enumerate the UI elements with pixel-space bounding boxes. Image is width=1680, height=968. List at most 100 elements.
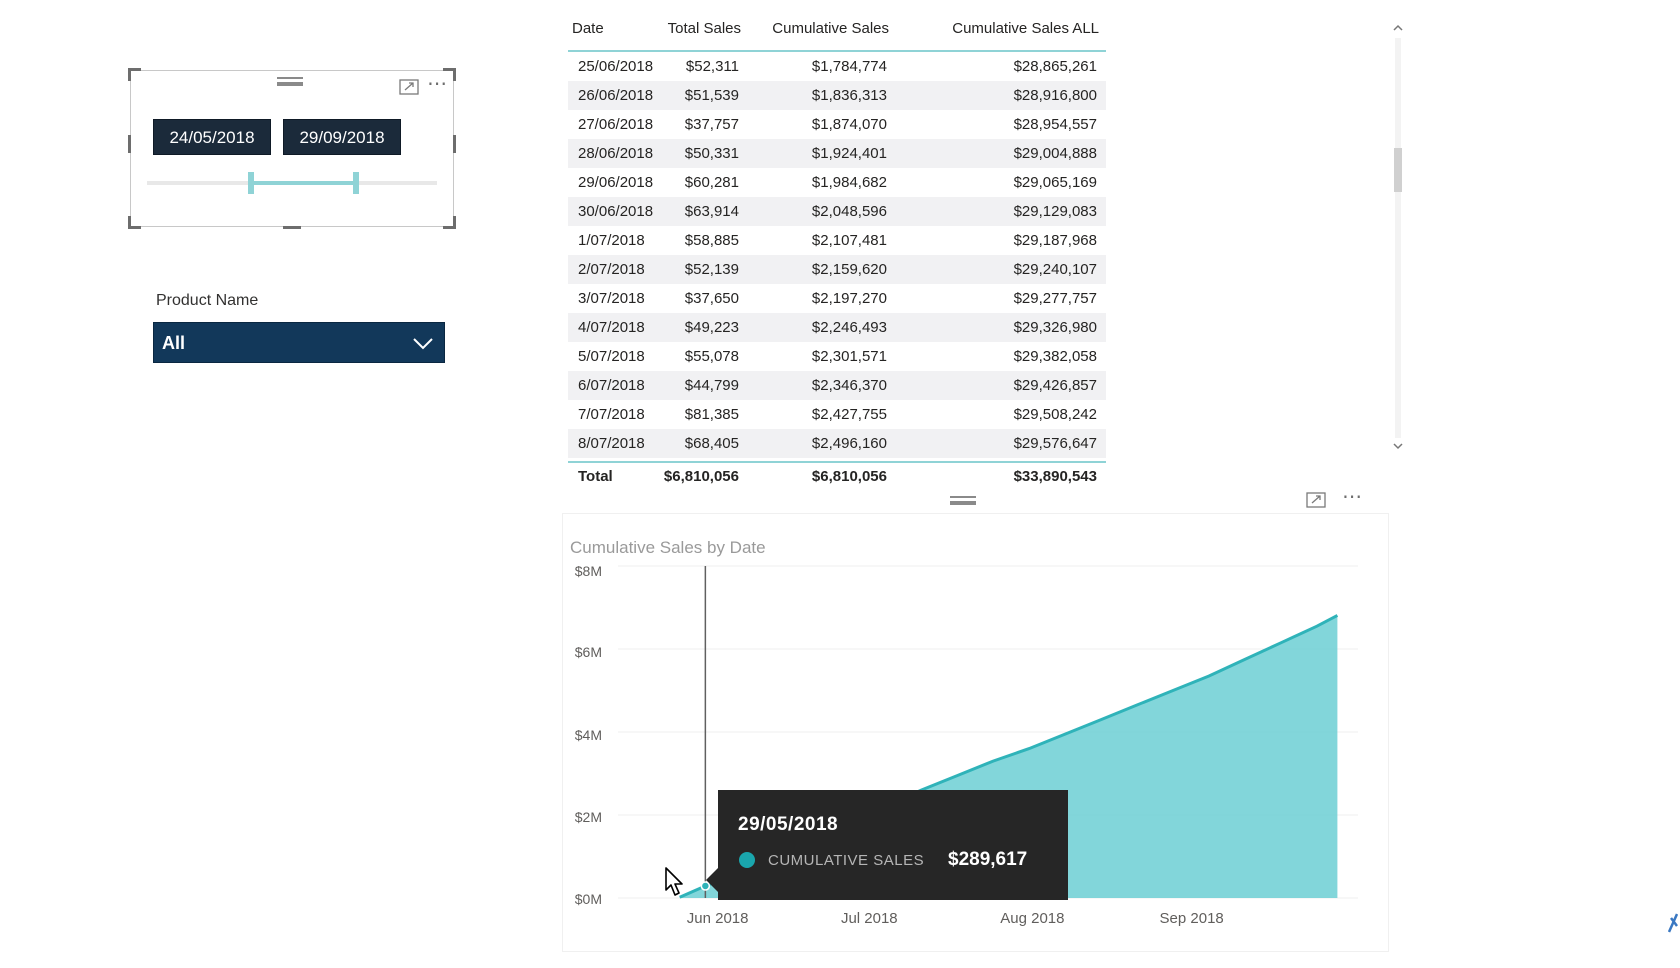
- series-marker-icon: [739, 852, 755, 868]
- product-name-dropdown[interactable]: All: [153, 322, 445, 363]
- cell-cumulative-sales: $1,784,774: [811, 58, 887, 75]
- drag-grip-icon[interactable]: [950, 496, 976, 505]
- cell-cumulative-sales: $1,836,313: [811, 87, 887, 104]
- table-row[interactable]: 2/07/2018 $52,139 $2,159,620 $29,240,107: [568, 255, 1106, 284]
- total-cumulative-sales-all-value: $33,890,543: [1013, 468, 1097, 485]
- resize-handle-bottom-left[interactable]: [128, 216, 141, 229]
- resize-handle-bottom[interactable]: [283, 226, 301, 229]
- total-divider: [568, 461, 1106, 463]
- column-header-cumulative-sales-all[interactable]: Cumulative Sales ALL: [952, 20, 1099, 37]
- cell-cumulative-sales: $1,924,401: [811, 145, 887, 162]
- cell-cumulative-sales-all: $29,382,058: [1013, 348, 1097, 365]
- cell-total-sales: $63,914: [684, 203, 739, 220]
- scroll-track[interactable]: [1395, 38, 1401, 438]
- cell-total-sales: $50,331: [684, 145, 739, 162]
- tooltip-date: 29/05/2018: [738, 814, 839, 835]
- table-row[interactable]: 3/07/2018 $37,650 $2,197,270 $29,277,757: [568, 284, 1106, 313]
- focus-mode-icon[interactable]: [1306, 492, 1326, 508]
- resize-handle-bottom-right[interactable]: [443, 216, 456, 229]
- cell-date: 4/07/2018: [578, 319, 645, 336]
- cell-cumulative-sales-all: $29,426,857: [1013, 377, 1097, 394]
- x-tick-label: Aug 2018: [1000, 910, 1065, 927]
- scroll-thumb[interactable]: [1394, 148, 1402, 192]
- cell-cumulative-sales-all: $29,277,757: [1013, 290, 1097, 307]
- cell-date: 6/07/2018: [578, 377, 645, 394]
- y-tick-label: $0M: [574, 891, 602, 907]
- date-slicer-visual[interactable]: ⋯ 24/05/2018 29/09/2018: [128, 68, 456, 229]
- more-options-icon[interactable]: ⋯: [1342, 486, 1363, 508]
- cell-date: 3/07/2018: [578, 290, 645, 307]
- cell-cumulative-sales: $2,107,481: [811, 232, 887, 249]
- table-row[interactable]: 28/06/2018 $50,331 $1,924,401 $29,004,888: [568, 139, 1106, 168]
- table-row[interactable]: 4/07/2018 $49,223 $2,246,493 $29,326,980: [568, 313, 1106, 342]
- resize-handle-left[interactable]: [128, 135, 131, 153]
- cell-cumulative-sales: $2,301,571: [811, 348, 887, 365]
- cell-cumulative-sales: $2,246,493: [811, 319, 887, 336]
- cell-cumulative-sales-all: $29,004,888: [1013, 145, 1097, 162]
- table-row[interactable]: 1/07/2018 $58,885 $2,107,481 $29,187,968: [568, 226, 1106, 255]
- mouse-cursor-icon: [665, 867, 683, 896]
- total-cumulative-sales-value: $6,810,056: [811, 468, 887, 485]
- y-tick-label: $2M: [574, 809, 602, 825]
- drag-grip-icon[interactable]: [277, 77, 303, 86]
- end-date-input[interactable]: 29/09/2018: [283, 119, 401, 155]
- cell-date: 8/07/2018: [578, 435, 645, 452]
- table-row[interactable]: 25/06/2018 $52,311 $1,784,774 $28,865,261: [568, 52, 1106, 81]
- chart-title: Cumulative Sales by Date: [570, 538, 766, 557]
- total-sales-value: $6,810,056: [663, 468, 739, 485]
- sales-table[interactable]: Date Total Sales Cumulative Sales Cumula…: [568, 12, 1108, 485]
- table-row[interactable]: 6/07/2018 $44,799 $2,346,370 $29,426,857: [568, 371, 1106, 400]
- chevron-down-icon: [413, 338, 433, 350]
- cell-cumulative-sales: $2,496,160: [811, 435, 887, 452]
- resize-handle-top-left[interactable]: [128, 68, 141, 81]
- table-row[interactable]: 27/06/2018 $37,757 $1,874,070 $28,954,557: [568, 110, 1106, 139]
- slider-start-handle[interactable]: [248, 172, 255, 194]
- cell-cumulative-sales: $2,427,755: [811, 406, 887, 423]
- table-row[interactable]: 30/06/2018 $63,914 $2,048,596 $29,129,083: [568, 197, 1106, 226]
- cell-cumulative-sales-all: $29,129,083: [1013, 203, 1097, 220]
- y-tick-label: $8M: [574, 563, 602, 579]
- tooltip-pointer: [706, 868, 718, 892]
- column-header-total-sales[interactable]: Total Sales: [667, 20, 741, 37]
- cell-date: 27/06/2018: [578, 116, 654, 133]
- cell-total-sales: $37,650: [684, 290, 739, 307]
- date-range-slider[interactable]: [147, 172, 437, 194]
- table-row[interactable]: 8/07/2018 $68,405 $2,496,160 $29,576,647: [568, 429, 1106, 458]
- y-tick-label: $6M: [574, 644, 602, 660]
- header-divider: [568, 50, 1106, 52]
- resize-handle-right[interactable]: [453, 135, 456, 153]
- scroll-up-arrow-icon[interactable]: [1392, 22, 1404, 34]
- cell-cumulative-sales: $1,984,682: [811, 174, 887, 191]
- x-tick-label: Jun 2018: [686, 910, 749, 927]
- slider-end-handle[interactable]: [352, 172, 359, 194]
- more-options-icon[interactable]: ⋯: [427, 73, 448, 95]
- cell-date: 5/07/2018: [578, 348, 645, 365]
- cell-cumulative-sales-all: $29,508,242: [1013, 406, 1097, 423]
- cell-total-sales: $52,311: [685, 58, 739, 75]
- x-tick-label: Sep 2018: [1159, 910, 1224, 927]
- cell-cumulative-sales: $1,874,070: [811, 116, 887, 133]
- cell-total-sales: $52,139: [684, 261, 739, 278]
- resize-handle-top-right[interactable]: [443, 68, 456, 81]
- cell-cumulative-sales: $2,048,596: [811, 203, 887, 220]
- cell-total-sales: $44,799: [684, 377, 739, 394]
- cell-date: 25/06/2018: [578, 58, 654, 75]
- cell-cumulative-sales-all: $29,240,107: [1013, 261, 1097, 278]
- cell-date: 7/07/2018: [578, 406, 645, 423]
- start-date-input[interactable]: 24/05/2018: [153, 119, 271, 155]
- cell-cumulative-sales-all: $29,576,647: [1013, 435, 1097, 452]
- focus-mode-icon[interactable]: [399, 79, 419, 95]
- total-label: Total: [578, 468, 613, 485]
- cell-total-sales: $81,385: [684, 406, 739, 423]
- table-row[interactable]: 26/06/2018 $51,539 $1,836,313 $28,916,800: [568, 81, 1106, 110]
- table-row[interactable]: 5/07/2018 $55,078 $2,301,571 $29,382,058: [568, 342, 1106, 371]
- cell-total-sales: $60,281: [684, 174, 739, 191]
- cell-cumulative-sales-all: $28,865,261: [1013, 58, 1097, 75]
- table-total-row: Total $6,810,056 $6,810,056 $33,890,543: [568, 464, 1106, 490]
- table-row[interactable]: 29/06/2018 $60,281 $1,984,682 $29,065,169: [568, 168, 1106, 197]
- column-header-cumulative-sales[interactable]: Cumulative Sales: [772, 20, 889, 37]
- table-row[interactable]: 7/07/2018 $81,385 $2,427,755 $29,508,242: [568, 400, 1106, 429]
- column-header-date[interactable]: Date: [572, 20, 604, 37]
- scroll-down-arrow-icon[interactable]: [1392, 440, 1404, 452]
- table-scrollbar[interactable]: [1390, 22, 1406, 452]
